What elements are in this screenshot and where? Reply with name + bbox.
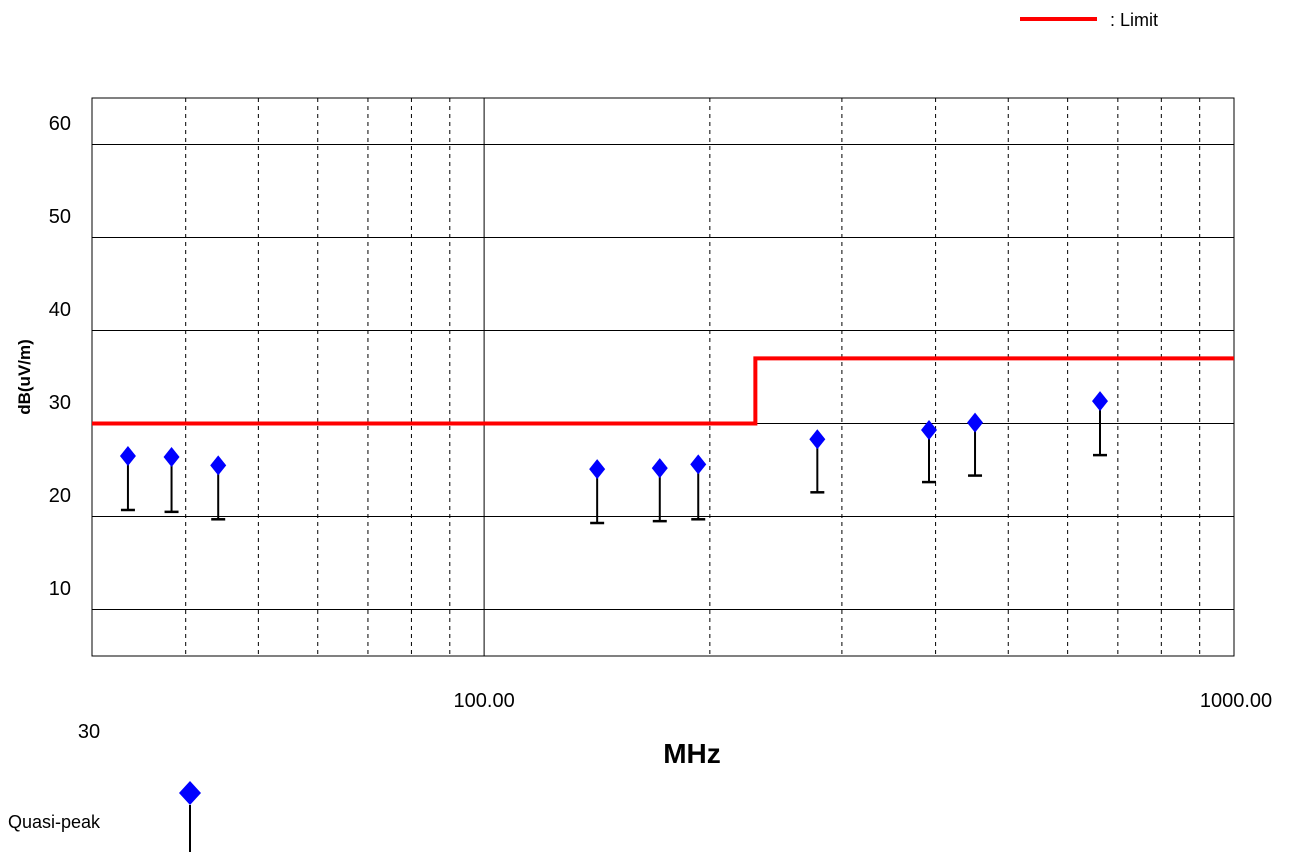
quasi-peak-point bbox=[809, 429, 826, 494]
quasi-peak-marker bbox=[809, 429, 826, 450]
y-tick-label: 20 bbox=[49, 485, 71, 507]
legend-quasi-peak-marker-icon bbox=[179, 781, 201, 852]
quasi-peak-point bbox=[690, 454, 707, 521]
legend-limit-label: : Limit bbox=[1110, 10, 1158, 30]
quasi-peak-point bbox=[921, 420, 938, 484]
quasi-peak-point bbox=[589, 459, 606, 525]
quasi-peak-series bbox=[119, 391, 1109, 525]
quasi-peak-point bbox=[651, 458, 668, 523]
plot-frame bbox=[91, 97, 1235, 657]
y-tick-label: 10 bbox=[49, 578, 71, 600]
y-tick-labels: 10 20 30 40 50 60 bbox=[49, 113, 71, 600]
x-tick-label: 30 bbox=[78, 721, 100, 743]
x-tick-label: 1000.00 bbox=[1200, 690, 1272, 712]
y-tick-label: 30 bbox=[49, 392, 71, 414]
y-tick-label: 60 bbox=[49, 113, 71, 135]
quasi-peak-point bbox=[163, 446, 180, 514]
quasi-peak-marker bbox=[1092, 391, 1109, 412]
x-tick-labels: 30 100.00 1000.00 bbox=[78, 690, 1272, 743]
quasi-peak-marker bbox=[589, 459, 606, 480]
x-axis-label: MHz bbox=[663, 738, 721, 769]
y-tick-label: 50 bbox=[49, 206, 71, 228]
limit-polyline bbox=[92, 356, 1234, 426]
y-tick-label: 40 bbox=[49, 299, 71, 321]
quasi-peak-point bbox=[119, 446, 136, 512]
legend-quasi-peak-label: Quasi-peak bbox=[8, 812, 101, 832]
grid bbox=[92, 98, 1234, 656]
y-axis-label: dB(uV/m) bbox=[15, 339, 34, 415]
quasi-peak-marker bbox=[119, 446, 136, 467]
quasi-peak-point bbox=[210, 455, 227, 521]
quasi-peak-marker bbox=[967, 412, 984, 433]
quasi-peak-marker bbox=[163, 446, 180, 467]
quasi-peak-marker bbox=[210, 455, 227, 476]
quasi-peak-marker bbox=[651, 458, 668, 479]
quasi-peak-marker bbox=[690, 454, 707, 475]
limit-line bbox=[92, 356, 1234, 426]
quasi-peak-point bbox=[1092, 391, 1109, 457]
quasi-peak-marker bbox=[921, 420, 938, 441]
quasi-peak-point bbox=[967, 412, 984, 477]
x-tick-label: 100.00 bbox=[454, 690, 515, 712]
